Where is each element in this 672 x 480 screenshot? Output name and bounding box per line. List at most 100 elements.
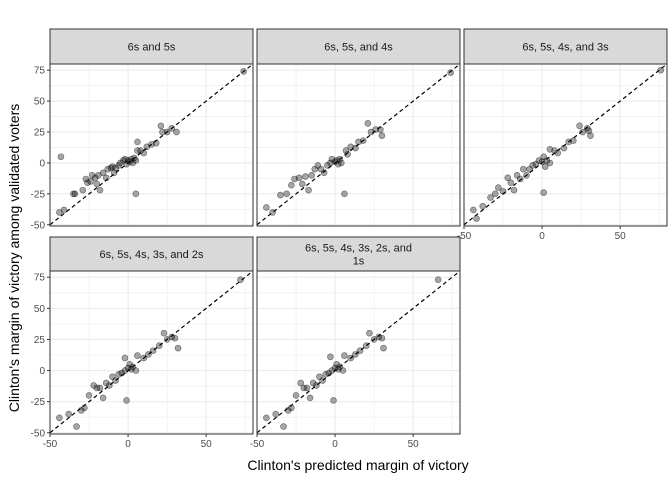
data-point	[283, 190, 290, 198]
data-point	[123, 397, 130, 404]
data-point	[263, 414, 270, 422]
data-point	[96, 384, 104, 392]
facet-panel: 6s, 5s, 4s, 3s, and 2s -50 -25 0 25 50 75 -50 0 5…	[31, 236, 254, 450]
x-tick-label: 0	[539, 231, 545, 242]
data-point	[554, 149, 561, 157]
y-tick-label: -50	[31, 220, 46, 231]
data-point	[342, 147, 350, 154]
data-point	[305, 186, 312, 194]
data-point	[73, 423, 80, 430]
data-point	[303, 384, 311, 392]
data-point	[295, 174, 303, 182]
data-point	[378, 132, 386, 140]
reference-line	[49, 63, 254, 226]
data-point	[93, 180, 101, 188]
data-point	[344, 150, 351, 158]
reference-line	[256, 270, 461, 434]
facet-title: 6s and 5s	[128, 42, 176, 54]
data-point	[140, 354, 147, 362]
data-point	[341, 190, 348, 198]
data-point	[163, 128, 171, 136]
data-point	[541, 163, 549, 170]
data-point	[81, 404, 88, 412]
data-point	[576, 122, 583, 130]
facet-title: 6s, 5s, 4s, and 3s	[522, 42, 609, 54]
data-point	[546, 159, 554, 167]
data-point	[132, 367, 140, 374]
data-point	[380, 344, 387, 352]
data-point	[79, 186, 87, 194]
data-point	[85, 392, 93, 399]
data-point	[156, 342, 163, 349]
data-point	[338, 159, 345, 167]
facet-strip	[463, 28, 668, 65]
data-point	[319, 377, 326, 384]
data-point	[96, 186, 104, 194]
data-point	[280, 423, 287, 430]
data-point	[585, 127, 593, 135]
data-point	[112, 377, 119, 384]
facet-title: 6s, 5s, and 4s	[324, 42, 393, 54]
x-tick-label: -50	[43, 439, 58, 450]
facet-title: 6s, 5s, 4s, 3s, and 2s	[100, 249, 204, 261]
y-tick-label: 50	[34, 304, 46, 315]
data-point	[377, 126, 384, 133]
data-point	[341, 352, 348, 359]
data-point	[356, 347, 364, 354]
data-point	[102, 174, 110, 182]
facet-title: 6s, 5s, 4s, 3s, 2s, and	[305, 243, 412, 255]
data-point	[171, 334, 179, 342]
data-point	[159, 128, 166, 136]
data-point	[132, 190, 140, 198]
data-point	[288, 404, 295, 412]
data-point	[60, 206, 68, 214]
data-point	[570, 137, 577, 144]
y-tick-label: 75	[34, 66, 46, 77]
data-point	[132, 157, 140, 164]
y-tick-label: 25	[34, 128, 46, 139]
data-point	[57, 153, 65, 161]
facet-strip	[256, 28, 461, 65]
panel-border	[49, 270, 254, 435]
data-point	[149, 347, 157, 354]
data-point	[336, 155, 344, 163]
data-point	[434, 276, 442, 284]
data-point	[174, 344, 182, 352]
data-point	[516, 175, 524, 183]
data-point	[327, 353, 334, 361]
data-point	[487, 194, 494, 201]
data-point	[657, 66, 665, 74]
data-point	[579, 128, 586, 136]
data-point	[470, 206, 477, 214]
data-point	[160, 329, 168, 337]
data-point	[99, 394, 107, 402]
data-point	[540, 189, 547, 196]
panel-border	[256, 63, 461, 227]
data-point	[308, 171, 315, 179]
data-point	[240, 68, 247, 75]
data-point	[99, 169, 107, 177]
facet-title: 1s	[353, 256, 365, 268]
data-point	[507, 179, 515, 187]
y-tick-label: 50	[34, 97, 46, 108]
facet-strip	[256, 236, 461, 272]
data-point	[363, 342, 370, 349]
data-point	[339, 367, 347, 374]
facet-panel: 6s, 5s, 4s, and 3s -50 0 50	[457, 28, 668, 242]
data-point	[56, 414, 63, 422]
y-tick-label: -50	[31, 428, 46, 439]
data-point	[560, 144, 568, 152]
data-point	[65, 410, 73, 418]
data-point	[173, 128, 180, 136]
x-tick-label: 0	[332, 439, 338, 450]
data-point	[168, 125, 176, 132]
data-point	[70, 190, 77, 198]
data-point	[272, 410, 280, 418]
data-point	[313, 382, 320, 389]
data-point	[587, 132, 594, 140]
data-point	[352, 144, 359, 152]
y-tick-label: -25	[31, 189, 46, 200]
panels: 6s and 5s -50 -25 0 25 50 75 6s, 5s, and 4s 6s, …	[31, 28, 668, 450]
